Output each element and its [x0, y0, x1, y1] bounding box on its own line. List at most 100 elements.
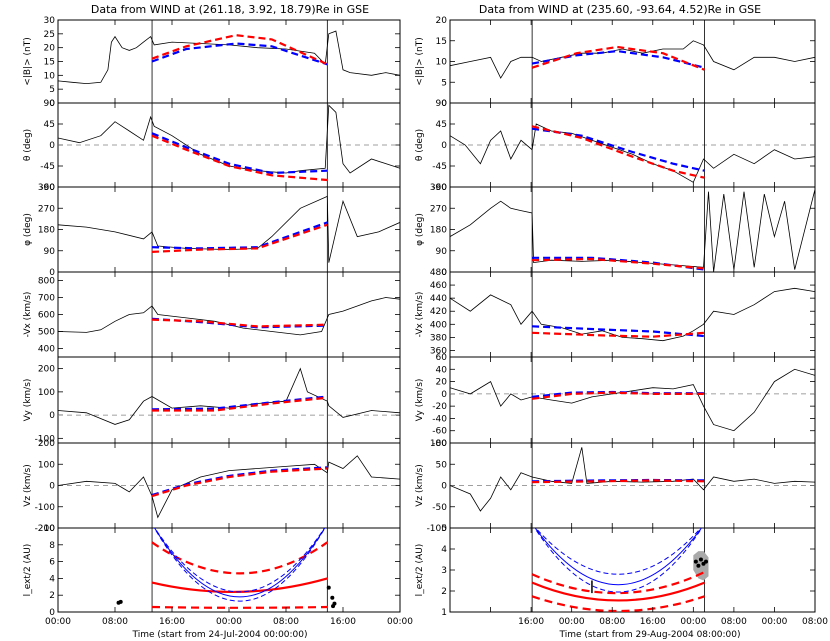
left-width-ytick-label: 2	[49, 591, 55, 601]
right-vx-observed-series	[450, 287, 815, 342]
right-vy-observed-series	[450, 368, 815, 432]
right-vx-plot-area	[450, 272, 815, 357]
right-xtick-label: 16:00	[518, 617, 544, 627]
left-vz-ytick-label: -100	[35, 503, 56, 513]
left-width-point	[330, 595, 335, 600]
left-vy-model-blue-series	[151, 395, 328, 411]
left-vy-plot-area	[58, 357, 400, 443]
right-vy-plot-area	[450, 357, 815, 443]
right-panel-vx: 360 380 400 420 440 460 480 -Vx (km/s)	[415, 268, 816, 358]
right-width-ytick-label: 1	[441, 608, 447, 618]
left-xtick-label: 00:00	[45, 617, 71, 627]
left-phi-observed-series	[58, 195, 400, 263]
right-panel-theta: -90 -45 0 45 90 θ (deg)	[415, 99, 816, 193]
right-xtick-label: 00:00	[680, 617, 706, 627]
left-width-ytick-label: 0	[49, 608, 55, 618]
right-width-arc-blue-4	[535, 528, 702, 575]
left-vy-observed-series	[58, 367, 400, 425]
right-width-point	[698, 557, 703, 562]
left-phi-ylabel: φ (deg)	[23, 213, 33, 246]
right-B-model-blue-series	[531, 49, 705, 69]
right-B-plot-area	[450, 20, 815, 103]
left-vx-ylabel: -Vx (km/s)	[23, 292, 33, 338]
right-panel-width: 1 2 3 4 5 l_ext/2 (AU)	[415, 524, 816, 618]
right-theta-plot-area	[450, 103, 815, 187]
right-theta-ytick-label: 90	[436, 99, 448, 109]
right-xtick-label: 00:00	[761, 617, 787, 627]
right-B-ytick-label: 0	[441, 99, 447, 109]
left-chart-xlabel: Time (start from 24-Jul-2004 00:00:00)	[131, 630, 307, 640]
right-panel-vz: -100 -50 0 50 100 Vz (km/s)	[415, 439, 816, 534]
left-theta-ytick-label: 90	[44, 99, 56, 109]
right-width-ylabel: l_ext/2 (AU)	[415, 544, 425, 597]
right-vx-ytick-label: 420	[430, 307, 447, 317]
left-width-ytick-label: 8	[49, 541, 55, 551]
left-vy-ytick-label: 200	[38, 365, 55, 375]
left-vy-ytick-label: -100	[35, 434, 56, 444]
right-B-ytick-label: 15	[436, 37, 447, 47]
left-vz-plot-area	[58, 443, 400, 528]
right-phi-plot-area	[450, 187, 815, 272]
left-B-plot-area	[58, 20, 400, 103]
left-vx-ytick-label: 400	[38, 345, 55, 355]
left-theta-ytick-label: -90	[40, 183, 55, 193]
right-width-arc-red-1	[531, 581, 705, 602]
right-vz-ytick-label: 100	[430, 439, 447, 449]
left-width-arc-red-2	[151, 605, 328, 609]
right-xtick-label: 16:00	[640, 617, 666, 627]
right-phi-ytick-label: 90	[436, 247, 448, 257]
left-vz-ytick-label: 100	[38, 460, 55, 470]
left-vy-ylabel: Vy (km/s)	[23, 379, 33, 422]
left-phi-ytick-label: 180	[38, 226, 55, 236]
right-width-ytick-label: 3	[441, 566, 447, 576]
right-phi-ytick-label: 360	[430, 183, 447, 193]
left-xtick-label: 00:00	[387, 617, 413, 627]
left-panel-vx: 400 500 600 700 800 -Vx (km/s)	[23, 271, 401, 358]
left-B-ytick-label: 15	[44, 58, 55, 68]
right-vx-ytick-label: 460	[430, 281, 447, 291]
right-width-point	[693, 559, 698, 564]
left-vx-ytick-label: 500	[38, 328, 55, 338]
left-panel-vy-frame	[57, 356, 401, 444]
left-phi-ytick-label: 90	[44, 247, 56, 257]
left-B-observed-series	[58, 30, 400, 85]
right-vy-ytick-label: -20	[432, 402, 447, 412]
left-phi-model-red-series	[151, 223, 328, 253]
left-width-arc-red-1	[151, 577, 328, 594]
left-xtick-label: 08:00	[102, 617, 128, 627]
right-panel-phi-frame	[449, 186, 816, 273]
left-width-arc-blue-3	[154, 528, 326, 598]
right-panel-B-frame	[449, 19, 816, 104]
right-vy-ytick-label: -80	[432, 439, 447, 449]
right-vy-ytick-label: -40	[432, 414, 447, 424]
right-theta-ylabel: θ (deg)	[415, 129, 425, 161]
left-chart-title: Data from WIND at (261.18, 3.92, 18.79)R…	[91, 3, 369, 16]
left-phi-ytick-label: 360	[38, 183, 55, 193]
right-panel-vy-frame	[449, 356, 816, 444]
left-vy-ytick-label: 0	[49, 411, 55, 421]
right-chart: Data from WIND at (235.60, -93.64, 4.52)…	[415, 3, 828, 640]
left-vz-ylabel: Vz (km/s)	[23, 464, 33, 506]
right-width-ytick-label: 5	[441, 524, 447, 534]
left-panel-theta: -90 -45 0 45 90 θ (deg)	[23, 99, 401, 193]
left-panel-phi: 0 90 180 270 360 φ (deg)	[23, 183, 401, 278]
left-phi-plot-area	[58, 187, 400, 272]
right-theta-ytick-label: 0	[441, 141, 447, 151]
right-width-arc-red-0	[531, 571, 705, 595]
left-panel-vy: -100 0 100 200 Vy (km/s)	[23, 356, 401, 444]
right-vz-plot-area	[450, 443, 815, 528]
right-width-ytick-label: 4	[441, 545, 447, 555]
left-chart: Data from WIND at (261.18, 3.92, 18.79)R…	[23, 3, 413, 640]
left-xtick-label: 00:00	[216, 617, 242, 627]
left-width-ytick-label: 4	[49, 574, 55, 584]
left-width-ylabel: l_ext/2 (AU)	[23, 544, 33, 597]
left-vy-ytick-label: 100	[38, 388, 55, 398]
right-vx-ytick-label: 480	[430, 268, 447, 278]
right-xtick-label: 00:00	[559, 617, 585, 627]
left-phi-ytick-label: 270	[38, 204, 55, 214]
left-theta-plot-area	[58, 103, 400, 187]
left-theta-model-blue-series	[151, 132, 328, 175]
right-vx-ytick-label: 440	[430, 294, 447, 304]
left-width-ytick-label: 10	[44, 524, 56, 534]
left-vx-ytick-label: 700	[38, 294, 55, 304]
